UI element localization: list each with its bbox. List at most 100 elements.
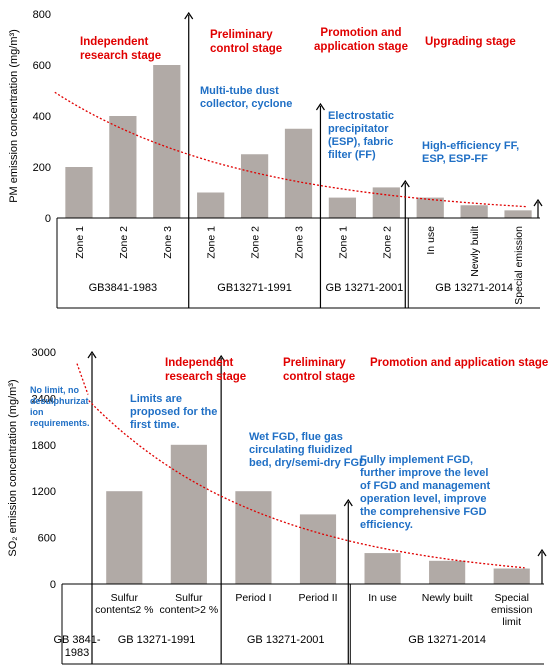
- x-tick-label: emission: [491, 604, 533, 616]
- stage-label: Upgrading stage: [425, 36, 516, 48]
- standard-label: GB 13271-2014: [435, 282, 513, 294]
- standard-label: GB 13271-1991: [118, 634, 196, 646]
- standard-label: GB13271-1991: [217, 282, 292, 294]
- stage-label: Promotion and: [320, 27, 401, 39]
- trendline: [54, 91, 527, 208]
- x-tick-label: Special emission: [513, 226, 525, 305]
- standard-label: GB 13271-2014: [408, 634, 486, 646]
- x-tick-label: limit: [502, 616, 521, 628]
- technology-note: proposed for the: [130, 406, 217, 418]
- standard-label: 1983: [65, 647, 89, 659]
- bar: [299, 514, 337, 584]
- y-tick-label: 0: [50, 579, 56, 591]
- technology-note: ion: [30, 407, 44, 417]
- bar: [460, 205, 488, 218]
- technology-note: of FGD and management: [360, 480, 491, 492]
- technology-note: No limit, no: [30, 385, 79, 395]
- bar: [109, 116, 137, 218]
- stage-divider-arrow-head: [216, 354, 226, 363]
- technology-note: the comprehensive FGD: [360, 506, 487, 518]
- technology-note: operation level, improve: [360, 493, 487, 505]
- y-axis-label: PM emission concentration (mg/m³): [8, 29, 20, 203]
- stage-label: Independent: [165, 357, 234, 369]
- standard-label: GB 13271-2001: [326, 282, 404, 294]
- stage-label: control stage: [283, 371, 355, 383]
- bar: [65, 167, 93, 218]
- stage-divider-arrow-head: [537, 548, 547, 557]
- technology-note: Multi-tube dust: [200, 85, 279, 97]
- x-tick-label: In use: [425, 226, 437, 255]
- stage-divider-arrow-head: [184, 11, 194, 20]
- bar: [284, 128, 313, 218]
- technology-note: Electrostatic: [328, 110, 394, 122]
- technology-note: (ESP), fabric: [328, 136, 393, 148]
- x-tick-label: Zone 2: [250, 226, 262, 259]
- technology-note: requirements.: [30, 418, 90, 428]
- stage-divider-arrow-head: [533, 198, 543, 207]
- y-tick-label: 2400: [32, 393, 56, 405]
- technology-note: circulating fluidized: [249, 444, 352, 456]
- y-tick-label: 800: [33, 9, 51, 21]
- technology-note: further improve the level: [360, 467, 488, 479]
- x-tick-label: Zone 2: [118, 226, 130, 259]
- y-tick-label: 400: [33, 111, 51, 123]
- x-tick-label: content>2 %: [160, 604, 219, 616]
- technology-note: Wet FGD, flue gas: [249, 431, 343, 443]
- stage-label: research stage: [80, 50, 161, 62]
- stage-label: Independent: [80, 36, 149, 48]
- technology-note: first time.: [130, 419, 180, 431]
- y-tick-label: 1200: [32, 486, 56, 498]
- technology-note: Limits are: [130, 393, 182, 405]
- bar: [429, 560, 466, 584]
- y-tick-label: 3000: [32, 347, 56, 359]
- y-axis-label: SO₂ emission concentration (mg/m³): [7, 379, 19, 556]
- stage-label: Preliminary: [210, 29, 273, 41]
- x-tick-label: Newly built: [469, 226, 481, 277]
- trendline-extension: [76, 363, 89, 395]
- bar: [416, 197, 444, 218]
- technology-note: desulphurizat: [30, 396, 89, 406]
- technology-note: ESP, ESP-FF: [422, 153, 488, 165]
- x-tick-label: Newly built: [422, 592, 473, 604]
- x-tick-label: Period I: [235, 592, 271, 604]
- technology-note: bed, dry/semi-dry FGD: [249, 457, 367, 469]
- y-tick-label: 600: [38, 533, 56, 545]
- bar: [197, 192, 225, 218]
- technology-note: collector, cyclone: [200, 98, 292, 110]
- standard-label: GB 3841-: [53, 634, 100, 646]
- standard-label: GB 13271-2001: [247, 634, 325, 646]
- standard-label: GB3841-1983: [89, 282, 158, 294]
- x-tick-label: content≤2 %: [95, 604, 153, 616]
- technology-note: precipitator: [328, 123, 389, 135]
- bar: [153, 65, 181, 218]
- technology-note: Fully implement FGD,: [360, 454, 473, 466]
- x-tick-label: Zone 3: [294, 226, 306, 259]
- y-tick-label: 1800: [32, 440, 56, 452]
- x-tick-label: Zone 1: [74, 226, 86, 259]
- y-tick-label: 600: [33, 60, 51, 72]
- stage-divider-arrow-head: [343, 498, 353, 507]
- technology-note: filter (FF): [328, 149, 376, 161]
- stage-label: application stage: [314, 41, 408, 53]
- bar: [328, 197, 357, 218]
- stage-label: Preliminary: [283, 357, 346, 369]
- stage-divider-arrow-head: [87, 350, 97, 359]
- x-tick-label: Zone 1: [337, 226, 349, 259]
- bar: [170, 444, 207, 584]
- technology-note: efficiency.: [360, 519, 413, 531]
- stage-label: Promotion and application stage: [370, 357, 548, 369]
- trendline: [88, 400, 525, 569]
- bar: [235, 491, 272, 584]
- bar: [106, 491, 143, 584]
- stage-divider-arrow-head: [315, 102, 325, 111]
- stage-label: research stage: [165, 371, 246, 383]
- y-tick-label: 0: [45, 213, 51, 225]
- x-tick-label: Zone 1: [206, 226, 218, 259]
- bar: [364, 553, 401, 584]
- x-tick-label: Sulfur: [175, 592, 203, 604]
- x-tick-label: Special: [494, 592, 528, 604]
- bar: [493, 568, 530, 584]
- stage-divider-arrow-head: [400, 179, 410, 188]
- x-tick-label: Sulfur: [111, 592, 139, 604]
- bar: [372, 187, 400, 218]
